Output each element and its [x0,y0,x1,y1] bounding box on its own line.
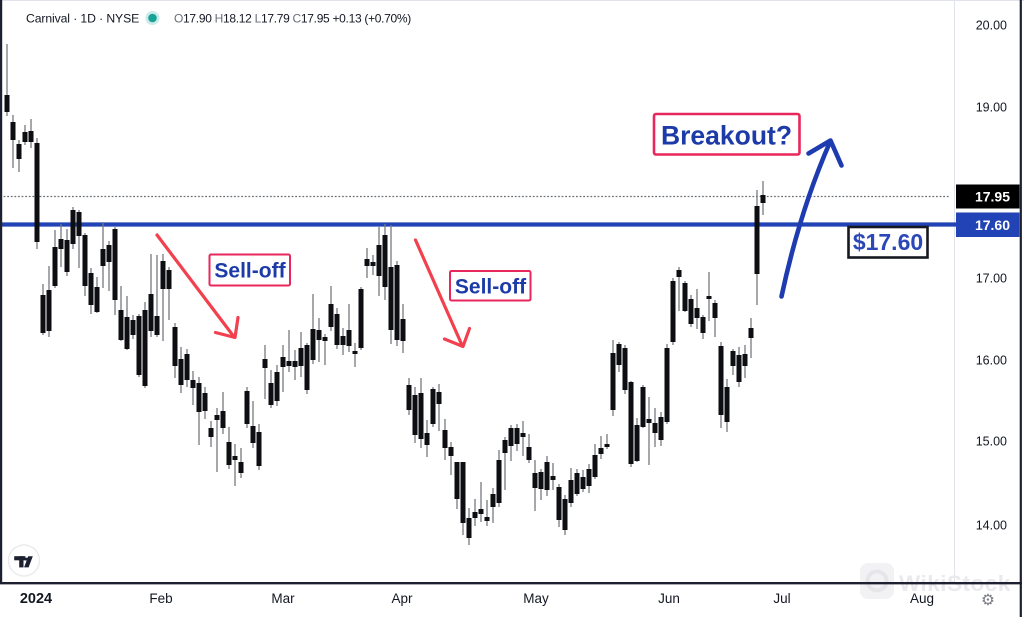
svg-text:Breakout?: Breakout? [661,121,792,151]
svg-text:May: May [523,591,549,606]
svg-text:Mar: Mar [271,591,295,606]
svg-text:Feb: Feb [149,591,172,606]
svg-text:⚙: ⚙ [981,592,995,609]
svg-text:16.00: 16.00 [976,354,1007,368]
svg-text:17.95: 17.95 [975,189,1010,205]
svg-text:O17.90 H18.12 L17.79 C17.95 +0: O17.90 H18.12 L17.79 C17.95 +0.13 (+0.70… [174,12,411,26]
svg-text:17.60: 17.60 [975,217,1010,233]
svg-text:Sell-off: Sell-off [455,276,527,299]
svg-text:Jun: Jun [658,591,680,606]
svg-text:Carnival · 1D · NYSE: Carnival · 1D · NYSE [26,12,139,26]
svg-text:20.00: 20.00 [976,19,1007,33]
svg-text:Jul: Jul [773,591,790,606]
svg-text:$17.60: $17.60 [853,229,923,255]
svg-text:Sell-off: Sell-off [214,260,286,283]
svg-text:17.00: 17.00 [976,272,1007,286]
svg-text:14.00: 14.00 [976,519,1007,533]
svg-text:2024: 2024 [20,591,52,607]
svg-text:Apr: Apr [391,591,413,606]
svg-text:15.00: 15.00 [976,435,1007,449]
svg-text:19.00: 19.00 [976,101,1007,115]
svg-text:Aug: Aug [910,591,934,606]
